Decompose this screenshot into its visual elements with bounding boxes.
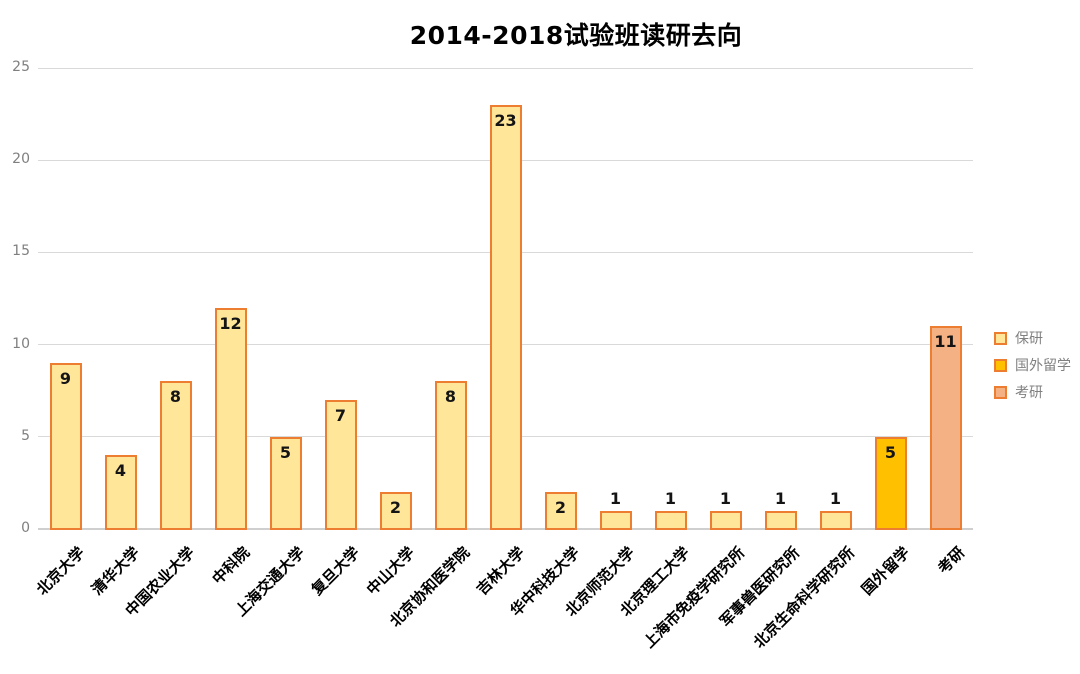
chart-bar: [159, 381, 192, 530]
chart-bar: [874, 436, 907, 530]
y-axis-tick-label: 20: [12, 151, 30, 168]
legend-item: 保研: [994, 330, 1071, 347]
bar-value-label: 1: [829, 488, 842, 508]
x-axis-category-label: 复旦大学: [308, 543, 364, 599]
x-axis-category-label: 考研: [934, 543, 969, 578]
chart-bar: [929, 326, 962, 530]
bar-value-label: 2: [554, 498, 567, 518]
chart-bar: [269, 436, 302, 530]
y-axis-tick-label: 15: [12, 243, 30, 260]
chart-title: 2014-2018试验班读研去向: [409, 21, 743, 50]
x-axis-category-label: 中科院: [209, 543, 254, 588]
chart-bar: [709, 510, 742, 530]
bar-value-label: 1: [719, 488, 732, 508]
bar-value-label: 5: [279, 442, 292, 462]
chart-bar: [544, 492, 577, 530]
chart-bar: [104, 455, 137, 530]
bar-value-label: 12: [219, 313, 242, 333]
y-axis-tick-label: 0: [21, 520, 30, 536]
x-axis-category-label: 北京生命科学研究所: [750, 543, 859, 652]
bar-value-label: 9: [59, 369, 72, 389]
legend-item-label: 国外留学: [1015, 358, 1071, 374]
chart-bar: [49, 363, 82, 530]
bar-value-label: 7: [334, 405, 347, 425]
bar-value-label: 2: [389, 498, 402, 518]
y-axis-tick-label: 5: [21, 427, 30, 444]
bar-value-label: 11: [934, 332, 957, 352]
chart-bar: [599, 510, 632, 530]
bar-value-label: 1: [774, 488, 787, 508]
gridline: [38, 67, 973, 69]
legend-item-label: 考研: [1015, 385, 1043, 401]
bar-value-label: 4: [114, 461, 127, 481]
bar-value-label: 1: [664, 488, 677, 508]
legend-swatch-icon: [994, 331, 1007, 345]
chart-legend: 保研 国外留学 考研: [994, 330, 1071, 411]
x-axis-category-label: 北京大学: [33, 543, 89, 599]
legend-item: 考研: [994, 384, 1071, 401]
chart-bar: [214, 307, 247, 530]
chart-bar: [654, 510, 687, 530]
y-axis-tick-label: 25: [12, 59, 30, 75]
legend-item: 国外留学: [994, 357, 1071, 374]
chart-bar: [324, 399, 357, 530]
chart-bar: [764, 510, 797, 530]
y-axis-tick-label: 10: [12, 335, 30, 352]
legend-swatch-icon: [994, 385, 1007, 399]
bar-value-label: 1: [609, 488, 622, 508]
bar-value-label: 23: [494, 110, 517, 130]
chart-bar: [379, 492, 412, 530]
bar-value-label: 8: [169, 387, 182, 407]
chart-bar: [819, 510, 852, 530]
chart-bar: [489, 104, 522, 530]
legend-swatch-icon: [994, 358, 1007, 372]
bar-value-label: 8: [444, 387, 457, 407]
bar-value-label: 5: [884, 442, 897, 462]
legend-item-label: 保研: [1015, 331, 1043, 347]
chart-bar: [434, 381, 467, 530]
x-axis-category-label: 国外留学: [858, 543, 914, 599]
